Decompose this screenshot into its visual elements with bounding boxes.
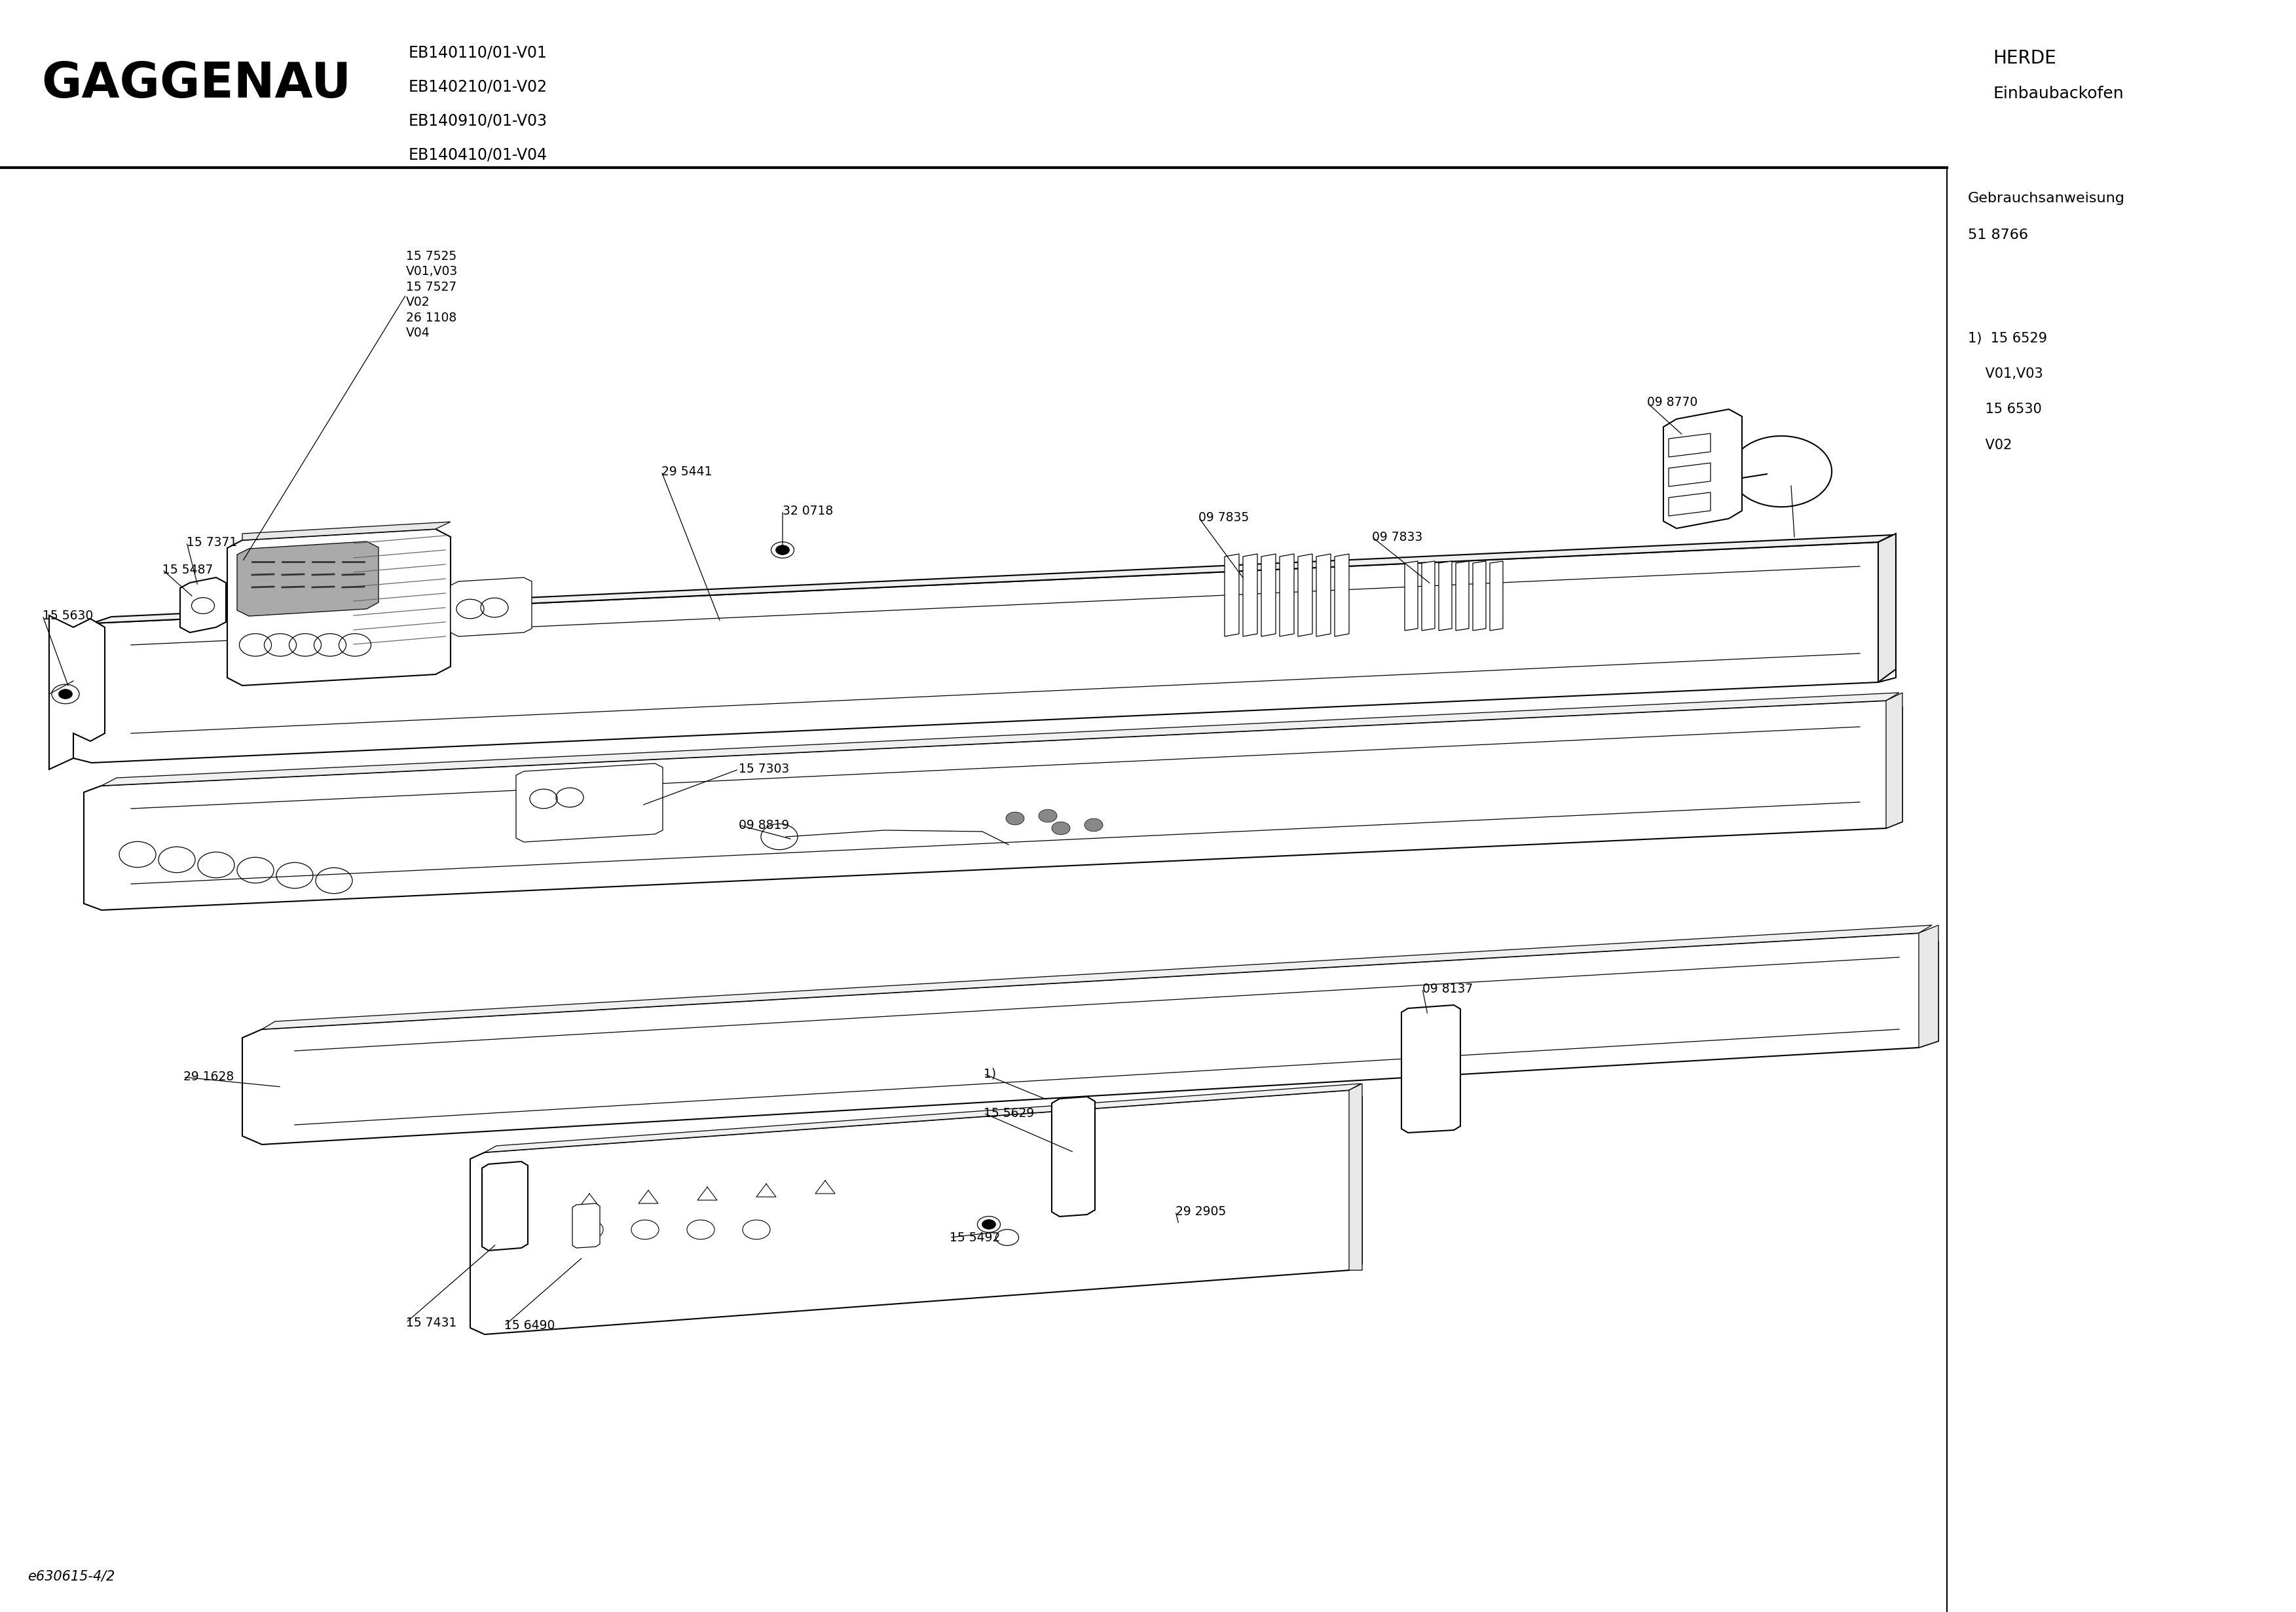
Text: Gebrauchsanweisung: Gebrauchsanweisung [1968, 192, 2124, 205]
Text: V01,V03: V01,V03 [1968, 368, 2043, 380]
Polygon shape [92, 535, 1892, 624]
Polygon shape [1401, 1004, 1460, 1133]
Text: 15 6530: 15 6530 [1968, 403, 2041, 416]
Polygon shape [48, 616, 106, 769]
Text: 15 5630: 15 5630 [44, 609, 94, 622]
Polygon shape [1440, 561, 1451, 630]
Text: 09 7833: 09 7833 [1373, 530, 1424, 543]
Text: 29 1628: 29 1628 [184, 1070, 234, 1083]
Polygon shape [243, 522, 450, 540]
Text: 09 7835: 09 7835 [1199, 511, 1249, 524]
Text: 1): 1) [983, 1067, 996, 1080]
Polygon shape [1052, 1096, 1095, 1217]
Text: 09 8137: 09 8137 [1424, 982, 1474, 995]
Polygon shape [1669, 463, 1711, 487]
Polygon shape [236, 542, 379, 616]
Circle shape [983, 1220, 996, 1230]
Polygon shape [471, 1090, 1362, 1335]
Polygon shape [227, 529, 450, 685]
Polygon shape [1316, 555, 1332, 637]
Text: V02: V02 [1968, 438, 2011, 451]
Text: 15 7371: 15 7371 [186, 535, 236, 548]
Text: 09 8770: 09 8770 [1646, 397, 1697, 409]
Polygon shape [1405, 561, 1419, 630]
Polygon shape [482, 1162, 528, 1251]
Circle shape [1052, 822, 1070, 835]
Polygon shape [1669, 434, 1711, 458]
Polygon shape [262, 925, 1931, 1030]
Polygon shape [1350, 1083, 1362, 1270]
Polygon shape [1279, 555, 1295, 637]
Polygon shape [73, 542, 1896, 762]
Text: EB140910/01-V03: EB140910/01-V03 [409, 113, 549, 129]
Text: 15 5629: 15 5629 [983, 1107, 1033, 1119]
Text: Einbaubackofen: Einbaubackofen [1993, 85, 2124, 102]
Text: 1)  15 6529: 1) 15 6529 [1968, 332, 2048, 345]
Polygon shape [517, 764, 664, 841]
Polygon shape [1878, 534, 1896, 682]
Text: 15 6490: 15 6490 [505, 1320, 556, 1332]
Text: GAGGENAU: GAGGENAU [41, 60, 351, 108]
Polygon shape [179, 577, 225, 632]
Polygon shape [85, 701, 1903, 911]
Text: EB140110/01-V01: EB140110/01-V01 [409, 45, 546, 61]
Polygon shape [1224, 555, 1240, 637]
Text: HERDE: HERDE [1993, 48, 2057, 68]
Text: 15 7525
V01,V03
15 7527
V02
26 1108
V04: 15 7525 V01,V03 15 7527 V02 26 1108 V04 [406, 250, 457, 339]
Text: 15 7303: 15 7303 [739, 762, 790, 775]
Polygon shape [101, 693, 1899, 785]
Polygon shape [1421, 561, 1435, 630]
Circle shape [1084, 819, 1102, 832]
Text: EB140410/01-V04: EB140410/01-V04 [409, 147, 549, 163]
Text: 32 0718: 32 0718 [783, 505, 833, 517]
Polygon shape [450, 577, 533, 637]
Circle shape [1006, 812, 1024, 825]
Polygon shape [572, 1204, 599, 1248]
Text: 51 8766: 51 8766 [1968, 229, 2027, 242]
Text: 09 8819: 09 8819 [739, 819, 790, 832]
Polygon shape [1261, 555, 1277, 637]
Polygon shape [1669, 492, 1711, 516]
Polygon shape [484, 1083, 1362, 1153]
Circle shape [60, 690, 73, 700]
Polygon shape [1490, 561, 1504, 630]
Polygon shape [1885, 693, 1903, 829]
Text: 15 7431: 15 7431 [406, 1317, 457, 1328]
Text: 15 5492: 15 5492 [951, 1232, 1001, 1244]
Text: 29 5441: 29 5441 [661, 466, 712, 477]
Circle shape [776, 545, 790, 555]
Polygon shape [1919, 925, 1938, 1048]
Polygon shape [1456, 561, 1469, 630]
Text: e630615-4/2: e630615-4/2 [28, 1570, 115, 1583]
Polygon shape [1472, 561, 1486, 630]
Polygon shape [1242, 555, 1258, 637]
Polygon shape [243, 933, 1938, 1145]
Circle shape [1038, 809, 1056, 822]
Text: 29 2905: 29 2905 [1176, 1206, 1226, 1217]
Text: 15 5487: 15 5487 [163, 564, 214, 575]
Polygon shape [1662, 409, 1743, 529]
Polygon shape [1334, 555, 1350, 637]
Polygon shape [1297, 555, 1313, 637]
Text: EB140210/01-V02: EB140210/01-V02 [409, 79, 549, 95]
